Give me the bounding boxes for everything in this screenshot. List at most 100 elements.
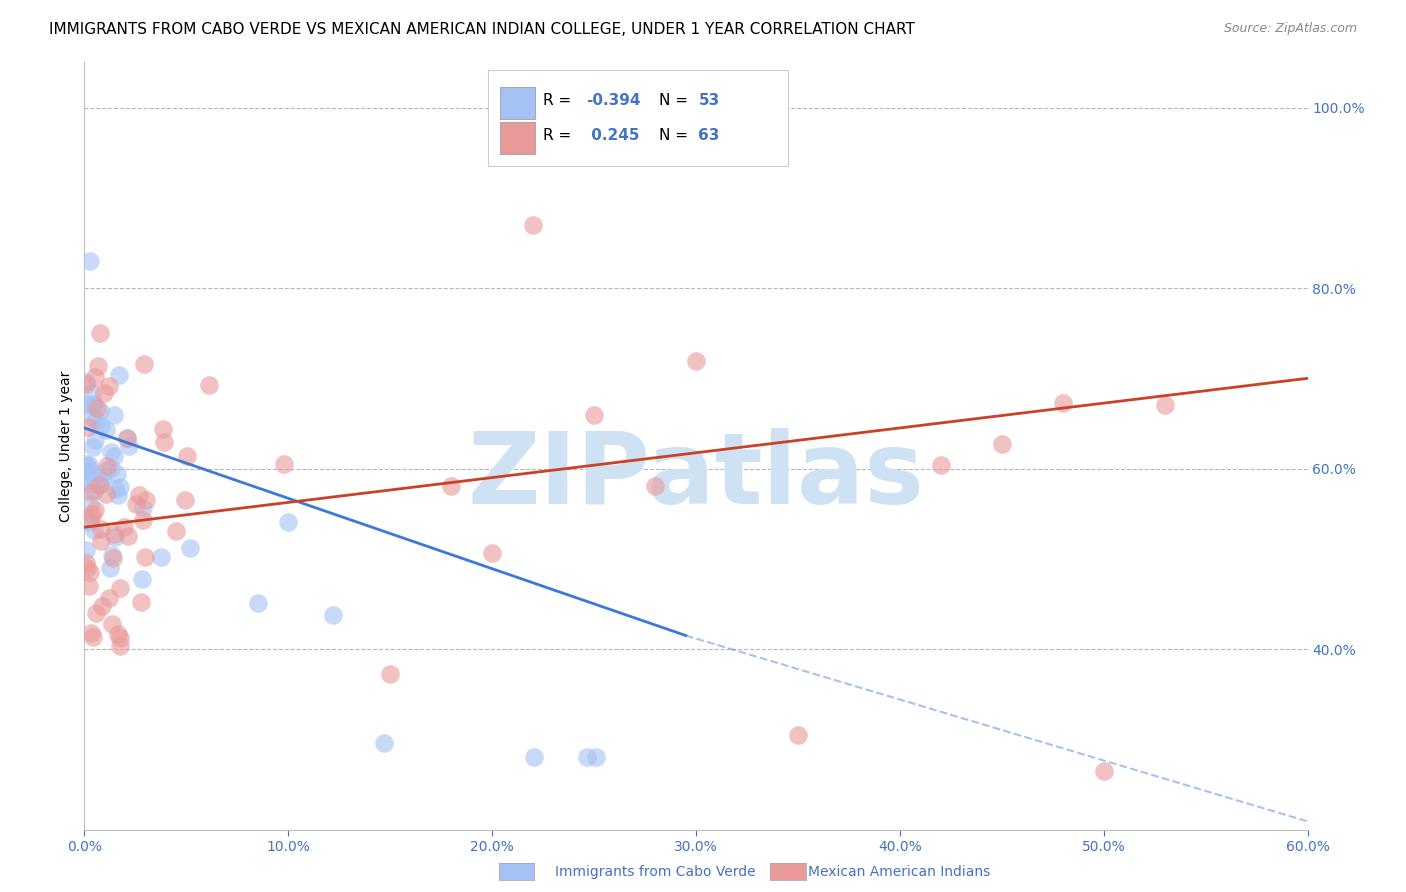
Point xyxy=(100,460,122,475)
Point xyxy=(103,527,125,541)
Point xyxy=(75,556,97,570)
Point xyxy=(76,466,98,480)
Point xyxy=(79,565,101,579)
Point xyxy=(685,354,707,368)
Point xyxy=(134,549,156,564)
Point xyxy=(87,359,110,373)
Point xyxy=(131,501,153,516)
Point xyxy=(98,561,121,575)
Point xyxy=(246,596,269,610)
Point xyxy=(84,413,107,427)
Point xyxy=(76,561,98,575)
Text: 63: 63 xyxy=(699,128,720,143)
Point xyxy=(96,459,118,474)
Point xyxy=(104,530,127,544)
Point xyxy=(86,401,108,415)
Text: R =: R = xyxy=(543,128,576,143)
Point xyxy=(929,458,952,472)
Point xyxy=(100,445,122,459)
Text: N =: N = xyxy=(659,94,693,108)
Point xyxy=(152,434,174,449)
Point xyxy=(583,409,606,423)
Point xyxy=(90,472,112,486)
Point xyxy=(75,396,97,410)
Text: R =: R = xyxy=(543,94,576,108)
Point xyxy=(90,419,112,434)
Point xyxy=(108,631,131,645)
Point xyxy=(787,728,810,742)
Point xyxy=(173,493,195,508)
Point xyxy=(83,370,105,384)
Point xyxy=(1092,764,1115,778)
Text: Mexican American Indians: Mexican American Indians xyxy=(808,865,991,880)
Point xyxy=(93,386,115,401)
Point xyxy=(101,616,124,631)
Text: IMMIGRANTS FROM CABO VERDE VS MEXICAN AMERICAN INDIAN COLLEGE, UNDER 1 YEAR CORR: IMMIGRANTS FROM CABO VERDE VS MEXICAN AM… xyxy=(49,22,915,37)
Point xyxy=(80,469,103,483)
Point xyxy=(131,572,153,586)
Point xyxy=(94,487,117,501)
Text: N =: N = xyxy=(659,128,693,143)
Point xyxy=(94,424,117,438)
Text: Immigrants from Cabo Verde: Immigrants from Cabo Verde xyxy=(555,865,756,880)
Point xyxy=(179,541,201,556)
Point xyxy=(1154,398,1177,412)
Point xyxy=(277,515,299,529)
Point xyxy=(107,488,129,502)
Point xyxy=(131,513,153,527)
Point xyxy=(75,377,97,392)
Point xyxy=(105,467,128,481)
Point xyxy=(79,484,101,499)
Point xyxy=(90,534,112,549)
Point xyxy=(84,434,107,448)
Point xyxy=(104,482,127,496)
Point xyxy=(98,591,121,606)
Point xyxy=(83,397,105,411)
Point xyxy=(373,736,395,750)
Point xyxy=(83,523,105,537)
Point xyxy=(79,515,101,529)
Point xyxy=(107,626,129,640)
Point xyxy=(585,750,607,764)
Text: 53: 53 xyxy=(699,94,720,108)
Point xyxy=(103,409,125,423)
Point xyxy=(77,458,100,472)
Point xyxy=(110,639,132,653)
Point xyxy=(273,457,295,471)
Point xyxy=(89,476,111,491)
Point xyxy=(83,469,105,483)
Point xyxy=(82,441,104,455)
Point xyxy=(75,457,97,471)
Point xyxy=(198,377,221,392)
Text: ZIPatlas: ZIPatlas xyxy=(468,428,924,525)
Point xyxy=(108,582,131,596)
Point xyxy=(523,750,546,764)
Point xyxy=(128,488,150,502)
Point xyxy=(79,497,101,511)
Point xyxy=(176,450,198,464)
Point xyxy=(75,375,97,389)
Point xyxy=(117,431,139,445)
Point xyxy=(124,497,146,511)
Point xyxy=(644,479,666,493)
Point xyxy=(152,422,174,436)
Point xyxy=(98,378,121,392)
Text: 0.245: 0.245 xyxy=(586,128,640,143)
Point xyxy=(90,522,112,536)
Point xyxy=(84,606,107,620)
Point xyxy=(101,548,124,562)
Point xyxy=(82,630,104,644)
Point xyxy=(83,483,105,498)
Point xyxy=(89,403,111,417)
Point xyxy=(80,398,103,412)
Point xyxy=(82,508,104,522)
Point xyxy=(76,476,98,491)
Point xyxy=(87,478,110,492)
Point xyxy=(108,368,131,382)
Point xyxy=(166,524,188,538)
Point xyxy=(112,520,135,534)
Point xyxy=(991,436,1014,450)
Point xyxy=(82,410,104,425)
Point xyxy=(101,551,124,566)
Point xyxy=(132,357,155,371)
